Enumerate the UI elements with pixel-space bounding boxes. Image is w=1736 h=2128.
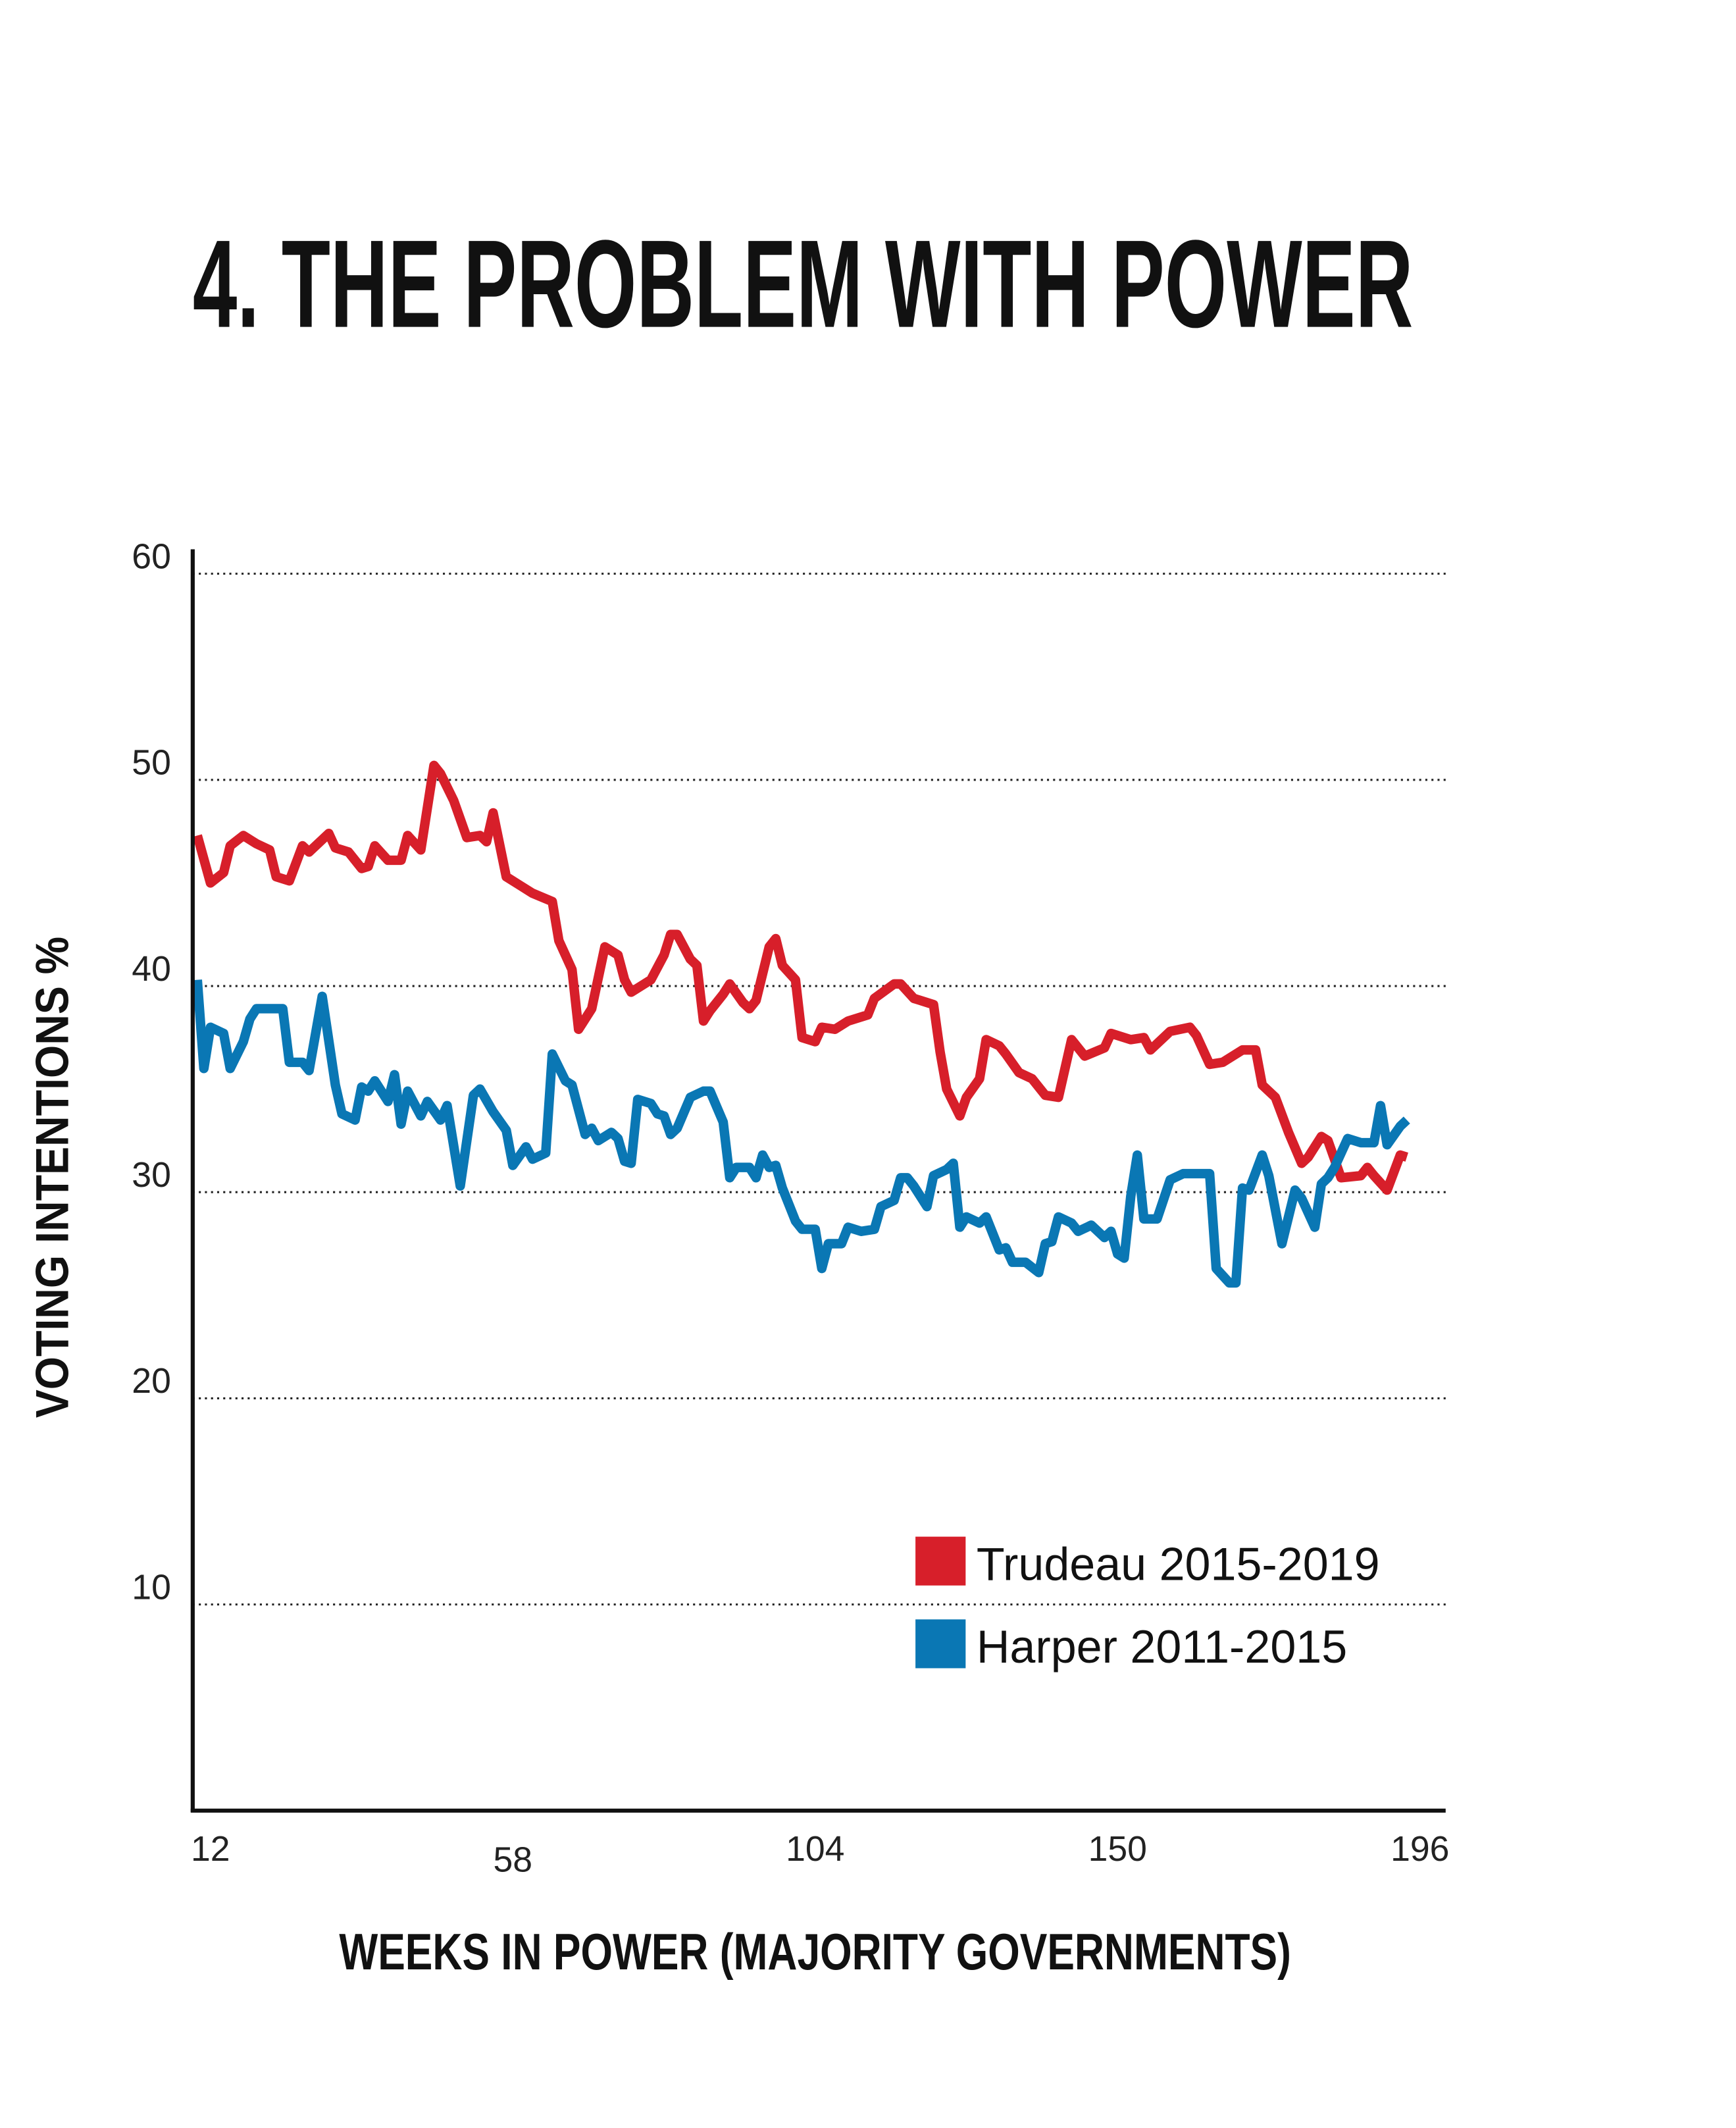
- y-tick-label: 50: [132, 744, 171, 783]
- legend-label: Harper 2011-2015: [977, 1621, 1347, 1673]
- lines: [192, 760, 1410, 1288]
- chart-title: 4. THE PROBLEM WITH POWER: [193, 215, 1413, 354]
- legend-swatch: [915, 1536, 966, 1586]
- x-tick-label: 58: [494, 1841, 533, 1880]
- x-tick-label: 104: [786, 1830, 844, 1869]
- y-tick-label: 30: [132, 1156, 171, 1195]
- y-axis-label: VOTING INTENTIONS %: [26, 937, 78, 1418]
- y-tick-label: 60: [132, 537, 171, 576]
- y-tick-label: 40: [132, 950, 171, 989]
- y-tick-label: 10: [132, 1568, 171, 1607]
- x-tick-label: 12: [191, 1830, 230, 1869]
- series-line: [192, 760, 1408, 1195]
- x-axis-label: WEEKS IN POWER (MAJORITY GOVERNMENTS): [339, 1923, 1291, 1981]
- legend-swatch: [915, 1619, 966, 1669]
- x-tick-label: 150: [1088, 1830, 1147, 1869]
- x-tick-label: 196: [1391, 1830, 1449, 1869]
- legend: Trudeau 2015-2019 Harper 2011-2015: [915, 1536, 1380, 1673]
- legend-label: Trudeau 2015-2019: [977, 1539, 1380, 1590]
- series-line: [192, 979, 1410, 1288]
- grid: 10 20 30 40 50 60 12 58 104 150 196: [132, 537, 1449, 1879]
- y-tick-label: 20: [132, 1362, 171, 1401]
